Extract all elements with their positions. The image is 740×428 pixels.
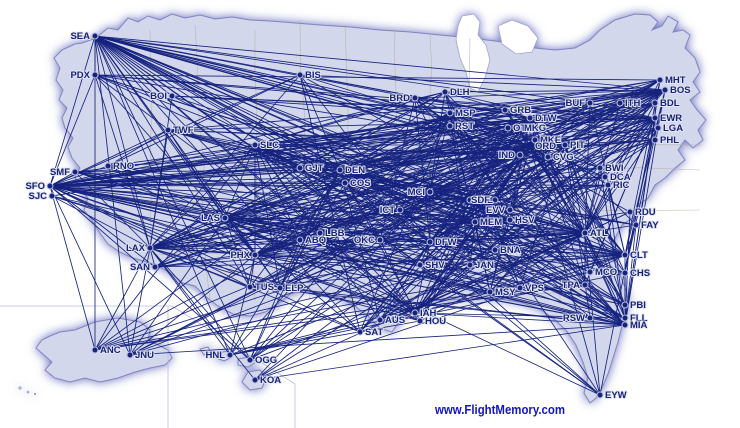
svg-text:RDU: RDU (635, 207, 656, 218)
svg-text:OGG: OGG (255, 355, 277, 366)
svg-text:DEN: DEN (345, 165, 365, 176)
svg-text:PHX: PHX (230, 250, 250, 261)
svg-text:CLT: CLT (630, 250, 648, 261)
svg-text:COS: COS (350, 178, 371, 189)
svg-text:SEA: SEA (70, 31, 90, 42)
svg-text:MHT: MHT (665, 75, 686, 86)
svg-text:SLC: SLC (260, 140, 279, 151)
svg-text:PBI: PBI (630, 300, 646, 311)
svg-text:ORD: ORD (535, 141, 556, 152)
svg-text:BRD: BRD (389, 93, 410, 104)
svg-text:RNO: RNO (113, 161, 134, 172)
svg-text:JNU: JNU (135, 350, 154, 361)
svg-text:SAT: SAT (365, 327, 383, 338)
svg-text:PDX: PDX (70, 70, 90, 81)
svg-text:DFW: DFW (435, 237, 457, 248)
svg-text:EVV: EVV (486, 205, 506, 216)
svg-text:JAN: JAN (475, 260, 494, 271)
svg-text:MSP: MSP (455, 108, 476, 119)
svg-text:SMF: SMF (50, 167, 70, 178)
svg-text:CHS: CHS (630, 268, 650, 279)
svg-text:ICT: ICT (380, 205, 396, 216)
svg-text:TUS: TUS (255, 282, 274, 293)
svg-text:SAN: SAN (130, 262, 150, 273)
svg-text:BIS: BIS (305, 70, 321, 81)
svg-text:HNL: HNL (205, 350, 225, 361)
svg-text:LAX: LAX (126, 243, 146, 254)
svg-text:HOU: HOU (425, 316, 446, 327)
svg-text:SHV: SHV (425, 260, 445, 271)
svg-text:TWF: TWF (173, 125, 194, 136)
svg-text:IND: IND (499, 150, 516, 161)
svg-text:GJT: GJT (305, 163, 324, 174)
svg-text:ABQ: ABQ (305, 235, 326, 246)
svg-text:RIC: RIC (613, 180, 630, 191)
svg-text:FAY: FAY (641, 220, 659, 231)
svg-text:ATL: ATL (590, 228, 608, 239)
svg-text:PIT: PIT (570, 140, 585, 151)
svg-text:RST: RST (455, 121, 474, 132)
svg-text:KOA: KOA (260, 375, 281, 386)
svg-text:GRB: GRB (510, 105, 531, 116)
svg-text:BDL: BDL (660, 98, 680, 109)
svg-text:AUS: AUS (385, 315, 405, 326)
svg-text:SJC: SJC (29, 191, 48, 202)
svg-text:RSW: RSW (563, 313, 585, 324)
svg-text:MSY: MSY (495, 287, 516, 298)
svg-text:MKG: MKG (524, 123, 546, 134)
svg-text:LGA: LGA (663, 123, 683, 134)
svg-text:BNA: BNA (500, 245, 521, 256)
svg-text:MIA: MIA (630, 320, 648, 331)
svg-text:MCO: MCO (595, 267, 617, 278)
svg-text:ANC: ANC (100, 345, 121, 356)
svg-text:HSV: HSV (515, 215, 535, 226)
svg-text:BOS: BOS (670, 85, 691, 96)
svg-text:LAS: LAS (201, 213, 220, 224)
svg-text:OKC: OKC (354, 235, 375, 246)
svg-text:TPA: TPA (562, 280, 580, 291)
svg-text:www.FlightMemory.com: www.FlightMemory.com (434, 402, 565, 417)
svg-text:SDF: SDF (471, 195, 490, 206)
svg-text:MCI: MCI (408, 187, 425, 198)
svg-text:BUF: BUF (565, 98, 585, 109)
svg-text:MEM: MEM (480, 217, 502, 228)
svg-text:PHL: PHL (660, 135, 679, 146)
svg-text:ELP: ELP (285, 283, 304, 294)
svg-text:EYW: EYW (605, 390, 627, 401)
svg-text:CVG: CVG (553, 152, 574, 163)
svg-text:ITH: ITH (625, 98, 640, 109)
svg-text:VPS: VPS (525, 283, 544, 294)
svg-text:DLH: DLH (450, 87, 470, 98)
svg-text:LBB: LBB (325, 228, 345, 239)
svg-text:BOI: BOI (150, 91, 167, 102)
